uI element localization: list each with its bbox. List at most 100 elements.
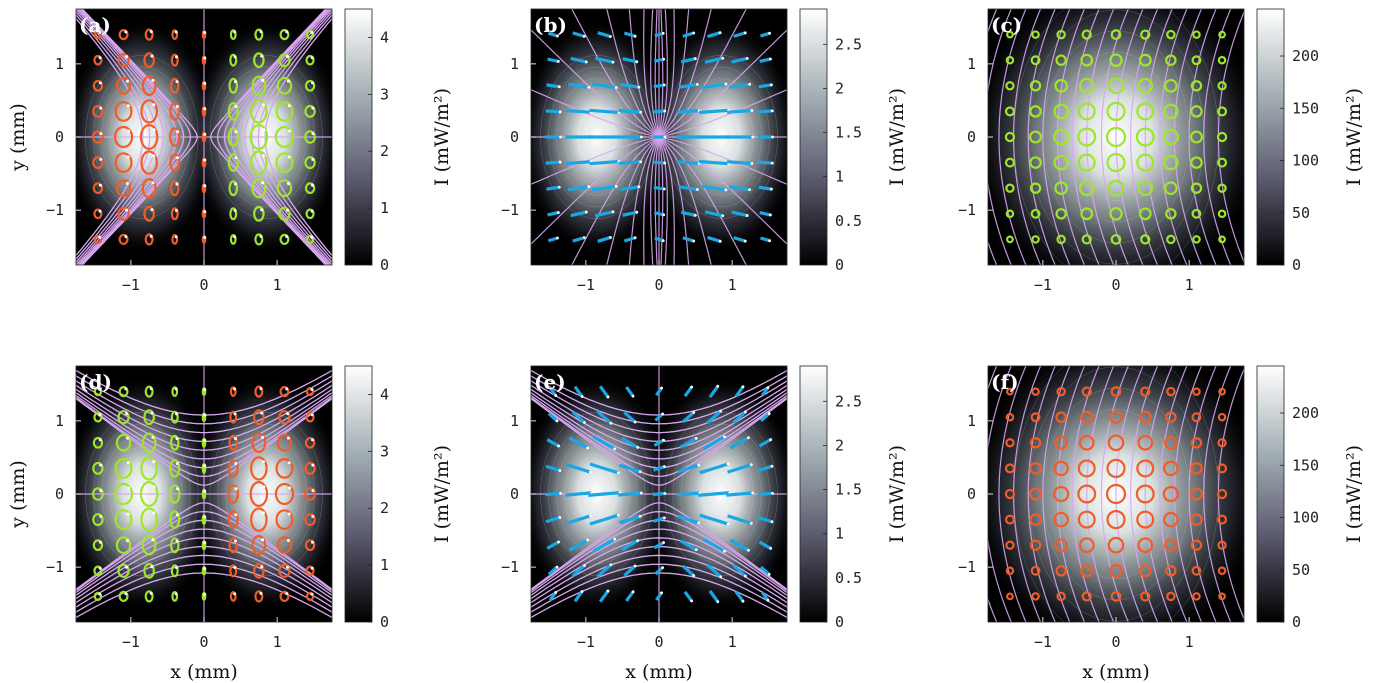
polarization-dot [311, 183, 315, 187]
polarization-circle [1077, 153, 1096, 172]
streamline [659, 9, 675, 136]
polarization-dot [721, 56, 725, 60]
polarization-dash [706, 563, 722, 579]
polarization-circle [1191, 55, 1202, 66]
x-tick-label: −1 [1034, 276, 1052, 294]
polarization-circle [1080, 564, 1094, 578]
polarization-circle [1106, 101, 1126, 122]
streamline [926, 337, 969, 655]
polarization-dot [286, 565, 290, 569]
streamline [1115, 9, 1144, 265]
colorbar-tick-label: 0 [1292, 613, 1301, 631]
polarization-dot [697, 521, 701, 525]
polarization-dot [631, 590, 635, 594]
colorbar-tick-label: 100 [1292, 509, 1319, 527]
x-axis-label: x (mm) [1082, 661, 1150, 683]
polarization-dot [149, 234, 153, 238]
streamline [659, 138, 675, 265]
polarization-ellipse [304, 156, 316, 170]
polarization-dot [175, 80, 179, 84]
polarization-dot [286, 55, 290, 59]
polarization-dot [259, 234, 263, 238]
polarization-ellipse [117, 53, 130, 68]
streamline [660, 136, 787, 245]
polarization-ellipse [305, 29, 315, 40]
streamline [1159, 9, 1188, 265]
colorbar-tick-label: 100 [1292, 152, 1319, 170]
polarization-ellipse [170, 207, 179, 221]
polarization-dot [311, 514, 315, 518]
polarization-dash [759, 565, 771, 576]
polarization-circle [1137, 537, 1154, 554]
polarization-dash [652, 491, 666, 497]
polarization-circle [1106, 152, 1126, 173]
polarization-circle [1004, 106, 1015, 117]
polarization-dot [233, 387, 237, 391]
polarization-circle [1029, 487, 1043, 501]
panel-label: (d) [79, 370, 112, 394]
polarization-ellipse [169, 127, 181, 147]
y-tick-label: 1 [967, 412, 976, 430]
polarization-ellipse [305, 386, 315, 397]
polarization-ellipse [169, 484, 181, 504]
polarization-ellipse [92, 436, 104, 449]
colorbar-label: I (mW/m²) [1343, 88, 1365, 186]
polarization-dot [747, 548, 750, 552]
polarization-dot [557, 444, 560, 448]
polarization-ellipse [305, 565, 315, 577]
polarization-ellipse [304, 182, 316, 195]
polarization-circle [1005, 55, 1015, 65]
polarization-ellipse [169, 434, 180, 451]
polarization-dot [287, 461, 291, 465]
polarization-ellipse [201, 55, 207, 65]
colorbar-label: I (mW/m²) [431, 88, 453, 186]
x-tick-label: −1 [122, 633, 140, 651]
plot-area [926, 337, 1244, 655]
polarization-dot [663, 135, 667, 139]
polarization-dot [555, 419, 559, 423]
colorbar-tick-label: 0 [835, 613, 844, 631]
polarization-dot [233, 566, 237, 570]
polarization-circle [1163, 103, 1179, 120]
streamlines [988, 9, 1244, 265]
polarization-circle [1109, 564, 1123, 578]
x-tick-label: 0 [1111, 276, 1120, 294]
polarization-ellipse [229, 29, 237, 40]
streamline [1188, 366, 1217, 622]
polarization-dot [557, 185, 561, 189]
polarization-circle [1080, 410, 1094, 424]
colorbar-tick-label: 2 [380, 499, 389, 517]
polarization-ellipse [143, 52, 155, 69]
polarization-circle [1006, 235, 1014, 244]
y-tick-label: 0 [510, 485, 519, 503]
polarization-dot [233, 209, 237, 213]
polarization-dot [262, 128, 266, 132]
polarization-dash [757, 464, 773, 473]
polarization-dash [758, 438, 772, 448]
polarization-dot [174, 209, 178, 213]
colorbar [799, 8, 828, 266]
polarization-dot [633, 420, 637, 424]
colorbar-tick-label: 3 [380, 85, 389, 103]
streamline [660, 89, 787, 138]
polarization-dash [625, 386, 635, 398]
polarization-circle [1078, 180, 1095, 197]
polarization-dot [203, 210, 207, 214]
polarization-dot [639, 110, 643, 114]
polarization-dot [152, 154, 156, 158]
polarization-dot [768, 31, 772, 35]
polarization-dot [741, 385, 745, 389]
polarization-dot [310, 209, 314, 213]
polarization-dot [124, 387, 128, 391]
polarization-dot [311, 438, 315, 442]
x-tick-label: 1 [728, 633, 737, 651]
polarization-dot [310, 235, 314, 239]
polarization-circle [1136, 102, 1155, 121]
polarization-dot [635, 60, 639, 64]
polarization-dash [698, 108, 729, 115]
polarization-dash [572, 31, 585, 38]
polarization-ellipse [140, 150, 158, 175]
polarization-dash [731, 56, 748, 64]
streamline [658, 9, 668, 136]
